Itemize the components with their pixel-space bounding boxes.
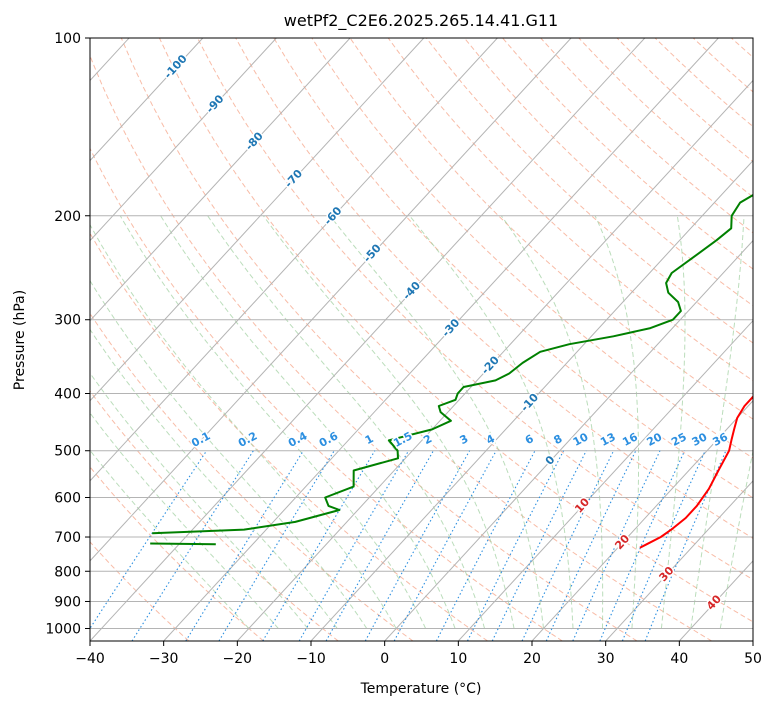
- isotherm-line: [605, 480, 753, 641]
- moist-adiabat-line: [90, 372, 309, 629]
- isotherm-line: [90, 38, 204, 162]
- chart-title: wetPf2_C2E6.2025.265.14.41.G11: [284, 11, 558, 31]
- isotherm-line: [90, 38, 572, 562]
- dry-adiabat-line: [120, 38, 712, 641]
- y-tick-label: 1000: [45, 621, 81, 637]
- dry-adiabat-line: [387, 38, 753, 382]
- x-tick-label: 40: [670, 651, 688, 667]
- dry-adiabat-line: [197, 38, 753, 581]
- isotherm-line: [384, 239, 753, 641]
- x-tick-label: −40: [75, 651, 105, 667]
- x-tick-label: 10: [449, 651, 467, 667]
- y-tick-label: 700: [54, 530, 81, 546]
- mixing-ratio-line: [644, 450, 727, 641]
- isotherm-line: [531, 400, 753, 641]
- profile-line: [152, 193, 753, 535]
- isotherm-line: [457, 319, 753, 641]
- plot-frame: [89, 37, 754, 642]
- y-tick-label: 900: [54, 594, 81, 610]
- y-tick-label: 500: [54, 444, 81, 460]
- x-tick-label: −30: [149, 651, 179, 667]
- dry-adiabat-line: [158, 38, 753, 623]
- mixing-ratio-line: [467, 450, 565, 641]
- isotherm-line: [163, 38, 719, 641]
- mixing-ratio-line: [185, 450, 304, 641]
- y-tick-label: 800: [54, 564, 81, 580]
- isotherm-line: [90, 38, 425, 402]
- y-tick-label: 200: [54, 209, 81, 225]
- axis-ticks-layer: −40 −30 −20 −10 0 10 20 30 40 50 100 200 300 400 500 60…: [45, 31, 762, 667]
- mixing-ratio-line: [90, 450, 208, 630]
- x-tick-label: −10: [296, 651, 326, 667]
- x-tick-label: 50: [744, 651, 762, 667]
- y-tick-label: 600: [54, 490, 81, 506]
- mixing-ratio-line: [325, 450, 434, 641]
- dry-adiabat-line: [273, 38, 753, 499]
- mixing-ratio-line: [131, 450, 254, 641]
- isotherm-line: [236, 79, 753, 641]
- isotherm-line: [90, 38, 498, 482]
- profile-series-layer: [150, 193, 753, 549]
- moist-adiabat-line: [160, 215, 456, 629]
- background-lines-layer: [90, 38, 753, 641]
- dry-adiabat-line: [235, 38, 753, 539]
- isotherm-line: [90, 38, 646, 641]
- x-tick-label: 20: [523, 651, 541, 667]
- mixing-ratio-line: [621, 450, 706, 641]
- dry-adiabat-line: [311, 38, 753, 459]
- mixing-ratio-line: [572, 450, 661, 641]
- dry-adiabat-line: [90, 312, 414, 641]
- dry-adiabat-line: [90, 466, 264, 641]
- profile-line: [150, 542, 216, 546]
- x-axis-title: Temperature (°C): [360, 681, 482, 697]
- isotherm-line: [90, 38, 277, 242]
- moist-adiabat-line: [329, 215, 544, 629]
- isotherm-line: [90, 38, 351, 322]
- x-tick-label: 30: [597, 651, 615, 667]
- y-tick-label: 100: [54, 31, 81, 47]
- mixing-ratio-line: [435, 450, 536, 641]
- dry-adiabat-line: [90, 147, 563, 641]
- x-tick-label: 0: [380, 651, 389, 667]
- mixing-ratio-line: [599, 450, 686, 641]
- isotherm-line: [310, 159, 753, 641]
- mixing-ratio-line: [364, 450, 471, 641]
- profile-line: [639, 395, 753, 549]
- x-tick-label: −20: [223, 651, 253, 667]
- y-tick-label: 400: [54, 387, 81, 403]
- y-tick-label: 300: [54, 313, 81, 329]
- y-axis-title: Pressure (hPa): [12, 290, 28, 390]
- mixing-ratio-line: [298, 450, 410, 641]
